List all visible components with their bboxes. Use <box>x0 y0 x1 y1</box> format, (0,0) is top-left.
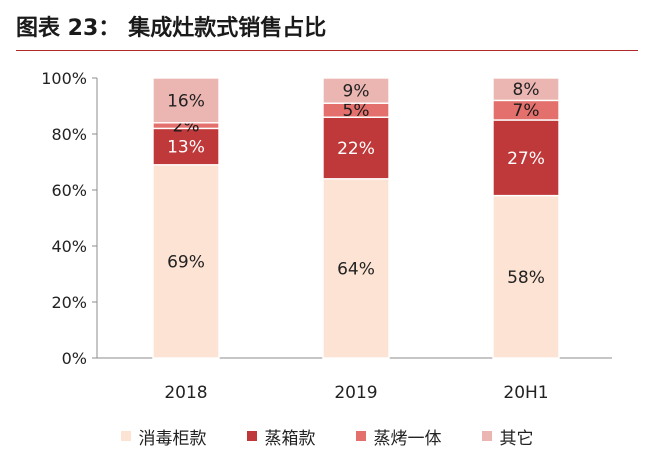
data-label: 64% <box>337 259 375 279</box>
data-label: 5% <box>343 101 370 121</box>
legend-swatch <box>481 431 492 441</box>
data-label: 13% <box>167 138 205 158</box>
legend-swatch <box>355 431 366 441</box>
bar-segment <box>152 77 220 124</box>
bar-segment <box>492 77 560 102</box>
data-label: 58% <box>507 268 545 288</box>
figure-number: 图表 23： <box>16 16 121 41</box>
legend-label: 蒸烤一体 <box>373 428 442 449</box>
data-label: 22% <box>337 139 375 159</box>
data-label: 69% <box>167 252 205 272</box>
bar-segment <box>152 164 220 359</box>
data-label: 27% <box>507 149 545 169</box>
legend-item: 蒸烤一体 <box>355 424 442 449</box>
legend-label: 其它 <box>499 428 534 449</box>
y-tick-label: 100% <box>41 69 87 88</box>
data-label: 7% <box>513 101 540 121</box>
legend-label: 蒸箱款 <box>264 428 316 449</box>
title-text: 集成灶款式销售占比 <box>128 16 327 41</box>
legend-swatch <box>120 431 131 441</box>
y-tick-label: 60% <box>51 181 87 200</box>
data-label: 9% <box>343 82 370 102</box>
legend-item: 蒸箱款 <box>246 424 316 449</box>
x-tick-label: 2018 <box>164 383 207 403</box>
y-tick-label: 20% <box>51 293 87 312</box>
bar-segment <box>322 77 390 104</box>
data-label: 8% <box>513 80 540 100</box>
x-tick-label: 2019 <box>334 383 377 403</box>
legend-swatch <box>246 431 257 441</box>
legend: 消毒柜款 蒸箱款 蒸烤一体 其它 <box>0 424 654 449</box>
y-tick-label: 40% <box>51 237 87 256</box>
data-label: 16% <box>167 91 205 111</box>
legend-label: 消毒柜款 <box>138 428 207 449</box>
y-tick-label: 80% <box>51 125 87 144</box>
title-divider <box>16 50 638 51</box>
stacked-bar-chart: 0%20%40%60%80%100%69%13%2%16%201864%22%5… <box>41 69 612 403</box>
y-tick-label: 0% <box>62 349 87 368</box>
bar-segment <box>322 178 390 359</box>
bar-segment <box>152 127 220 166</box>
legend-item: 消毒柜款 <box>120 424 207 449</box>
legend-item: 其它 <box>481 424 534 449</box>
chart-title: 图表 23： 集成灶款式销售占比 <box>16 6 326 46</box>
x-tick-label: 20H1 <box>503 383 548 403</box>
bar-segment <box>492 119 560 197</box>
